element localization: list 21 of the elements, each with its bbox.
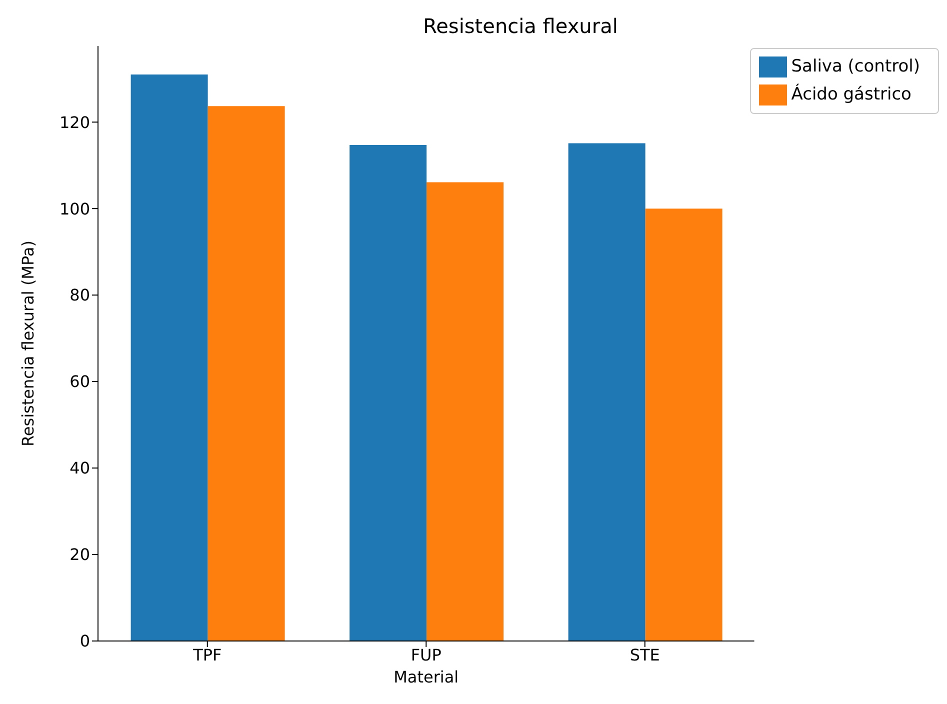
x-tick-label: STE [630, 645, 660, 664]
y-axis-title: Resistencia flexural (MPa) [18, 240, 38, 446]
x-axis-title: Material [394, 667, 459, 686]
bar [350, 145, 427, 641]
bar [130, 74, 208, 641]
y-tick-label: 120 [59, 112, 90, 132]
y-tick-label: 40 [70, 458, 90, 478]
y-tick-label: 80 [70, 286, 90, 305]
y-tick-label: 100 [59, 199, 90, 218]
y-tick-label: 20 [70, 545, 90, 564]
x-tick-label: TPF [192, 645, 222, 664]
y-tick-label: 60 [70, 372, 90, 392]
legend-label: Ácido gástrico [791, 84, 912, 105]
bar [208, 106, 285, 641]
bar [426, 182, 504, 641]
bar [645, 208, 722, 641]
bar [568, 143, 646, 641]
legend-label: Saliva (control) [791, 56, 920, 77]
chart-title: Resistencia flexural [422, 14, 619, 38]
y-tick-label: 0 [80, 632, 90, 651]
x-tick-label: FUP [410, 645, 442, 664]
